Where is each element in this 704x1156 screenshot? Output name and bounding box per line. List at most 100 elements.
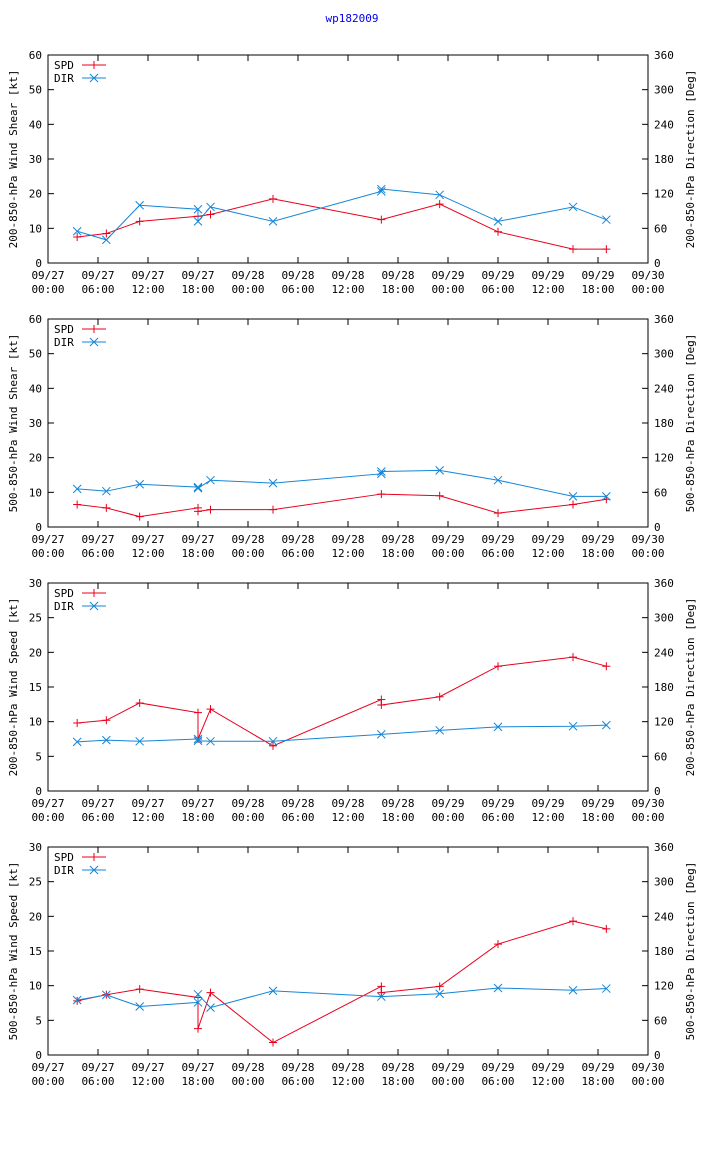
legend-marker-spd	[90, 589, 98, 597]
y2-tick-label: 180	[654, 417, 674, 430]
y2-axis-label: 200-850-hPa Direction [Deg]	[684, 598, 697, 777]
data-point-spd	[377, 988, 386, 997]
data-point-spd	[206, 988, 215, 997]
x-tick-date: 09/28	[381, 533, 414, 546]
plot-frame	[47, 846, 649, 1056]
data-point-spd	[194, 1024, 202, 1033]
x-tick-time: 00:00	[631, 1075, 664, 1088]
x-tick-time: 18:00	[381, 283, 414, 296]
data-point-spd	[569, 245, 577, 254]
y2-tick-label: 180	[654, 681, 674, 694]
chart-panel-1: 010203040506006012018024030036009/2700:0…	[7, 49, 697, 296]
data-point-dir	[193, 204, 203, 214]
x-tick-time: 00:00	[31, 547, 64, 560]
data-point-spd	[73, 719, 82, 728]
x-tick-time: 18:00	[381, 547, 414, 560]
series-line-dir	[77, 987, 607, 1009]
x-tick-date: 09/27	[181, 269, 214, 282]
x-tick-date: 09/27	[131, 269, 164, 282]
data-point-dir	[135, 200, 145, 210]
x-tick-time: 12:00	[331, 1075, 364, 1088]
data-point-spd	[569, 653, 577, 662]
y-tick-label: 20	[29, 452, 42, 465]
x-tick-time: 18:00	[581, 547, 614, 560]
x-tick-time: 18:00	[181, 283, 214, 296]
data-point-dir	[376, 187, 386, 196]
x-tick-time: 00:00	[31, 811, 64, 824]
x-tick-time: 18:00	[381, 811, 414, 824]
data-point-dir	[193, 734, 203, 744]
data-point-dir	[601, 984, 611, 993]
y-tick-label: 10	[29, 222, 42, 235]
x-tick-date: 09/28	[331, 269, 364, 282]
y2-tick-label: 120	[654, 716, 674, 729]
x-tick-time: 18:00	[581, 811, 614, 824]
y-tick-label: 25	[29, 612, 42, 625]
x-tick-time: 06:00	[481, 547, 514, 560]
y2-tick-label: 120	[654, 188, 674, 201]
x-tick-date: 09/27	[31, 1061, 64, 1074]
legend-marker-spd	[90, 853, 98, 861]
legend-marker-dir	[89, 73, 99, 83]
x-tick-date: 09/29	[581, 1061, 614, 1074]
y2-tick-label: 360	[654, 313, 674, 326]
x-tick-date: 09/28	[281, 797, 314, 810]
data-point-dir	[193, 483, 203, 493]
data-point-spd	[435, 692, 444, 701]
x-tick-date: 09/29	[481, 797, 514, 810]
y2-tick-label: 300	[654, 876, 674, 889]
x-tick-time: 12:00	[331, 547, 364, 560]
data-point-spd	[206, 210, 215, 219]
series-line-dir	[77, 724, 607, 743]
x-tick-date: 09/28	[281, 269, 314, 282]
x-tick-time: 06:00	[81, 283, 114, 296]
legend-label-spd: SPD	[54, 323, 74, 336]
data-point-spd	[435, 200, 444, 209]
x-tick-time: 06:00	[481, 283, 514, 296]
y-tick-label: 0	[35, 1049, 42, 1062]
x-tick-date: 09/29	[531, 533, 564, 546]
x-tick-date: 09/27	[181, 1061, 214, 1074]
x-tick-time: 00:00	[631, 811, 664, 824]
y2-tick-label: 180	[654, 945, 674, 958]
y-tick-label: 50	[29, 348, 42, 361]
data-point-dir	[101, 235, 111, 245]
data-point-dir	[376, 467, 386, 476]
data-point-dir	[601, 720, 611, 730]
data-point-spd	[206, 705, 215, 714]
data-point-spd	[194, 708, 202, 717]
x-tick-date: 09/29	[531, 797, 564, 810]
data-point-spd	[206, 505, 215, 514]
series-line-dir	[77, 469, 607, 497]
data-point-spd	[73, 996, 82, 1005]
y2-tick-label: 60	[654, 750, 667, 763]
x-tick-date: 09/28	[381, 797, 414, 810]
y-tick-label: 0	[35, 257, 42, 270]
x-tick-time: 00:00	[31, 283, 64, 296]
x-tick-date: 09/28	[381, 269, 414, 282]
data-point-dir	[101, 990, 111, 1000]
x-tick-date: 09/28	[281, 1061, 314, 1074]
x-tick-time: 12:00	[331, 283, 364, 296]
x-tick-time: 06:00	[481, 1075, 514, 1088]
data-point-dir	[376, 469, 386, 479]
legend-marker-spd	[90, 61, 98, 69]
x-tick-date: 09/27	[181, 797, 214, 810]
legend-label-spd: SPD	[54, 59, 74, 72]
y-tick-label: 40	[29, 118, 42, 131]
y2-tick-label: 0	[654, 521, 661, 534]
data-point-dir	[193, 998, 203, 1007]
y2-tick-label: 60	[654, 486, 667, 499]
y2-tick-label: 240	[654, 646, 674, 659]
data-point-dir	[193, 989, 203, 999]
data-point-spd	[494, 509, 502, 518]
legend-label-dir: DIR	[54, 336, 74, 349]
x-tick-date: 09/29	[581, 269, 614, 282]
y-tick-label: 30	[29, 153, 42, 166]
x-tick-time: 12:00	[531, 283, 564, 296]
data-point-dir	[193, 482, 203, 492]
data-point-spd	[602, 662, 611, 671]
x-tick-date: 09/28	[281, 533, 314, 546]
x-tick-time: 06:00	[281, 1075, 314, 1088]
x-tick-date: 09/29	[431, 533, 464, 546]
